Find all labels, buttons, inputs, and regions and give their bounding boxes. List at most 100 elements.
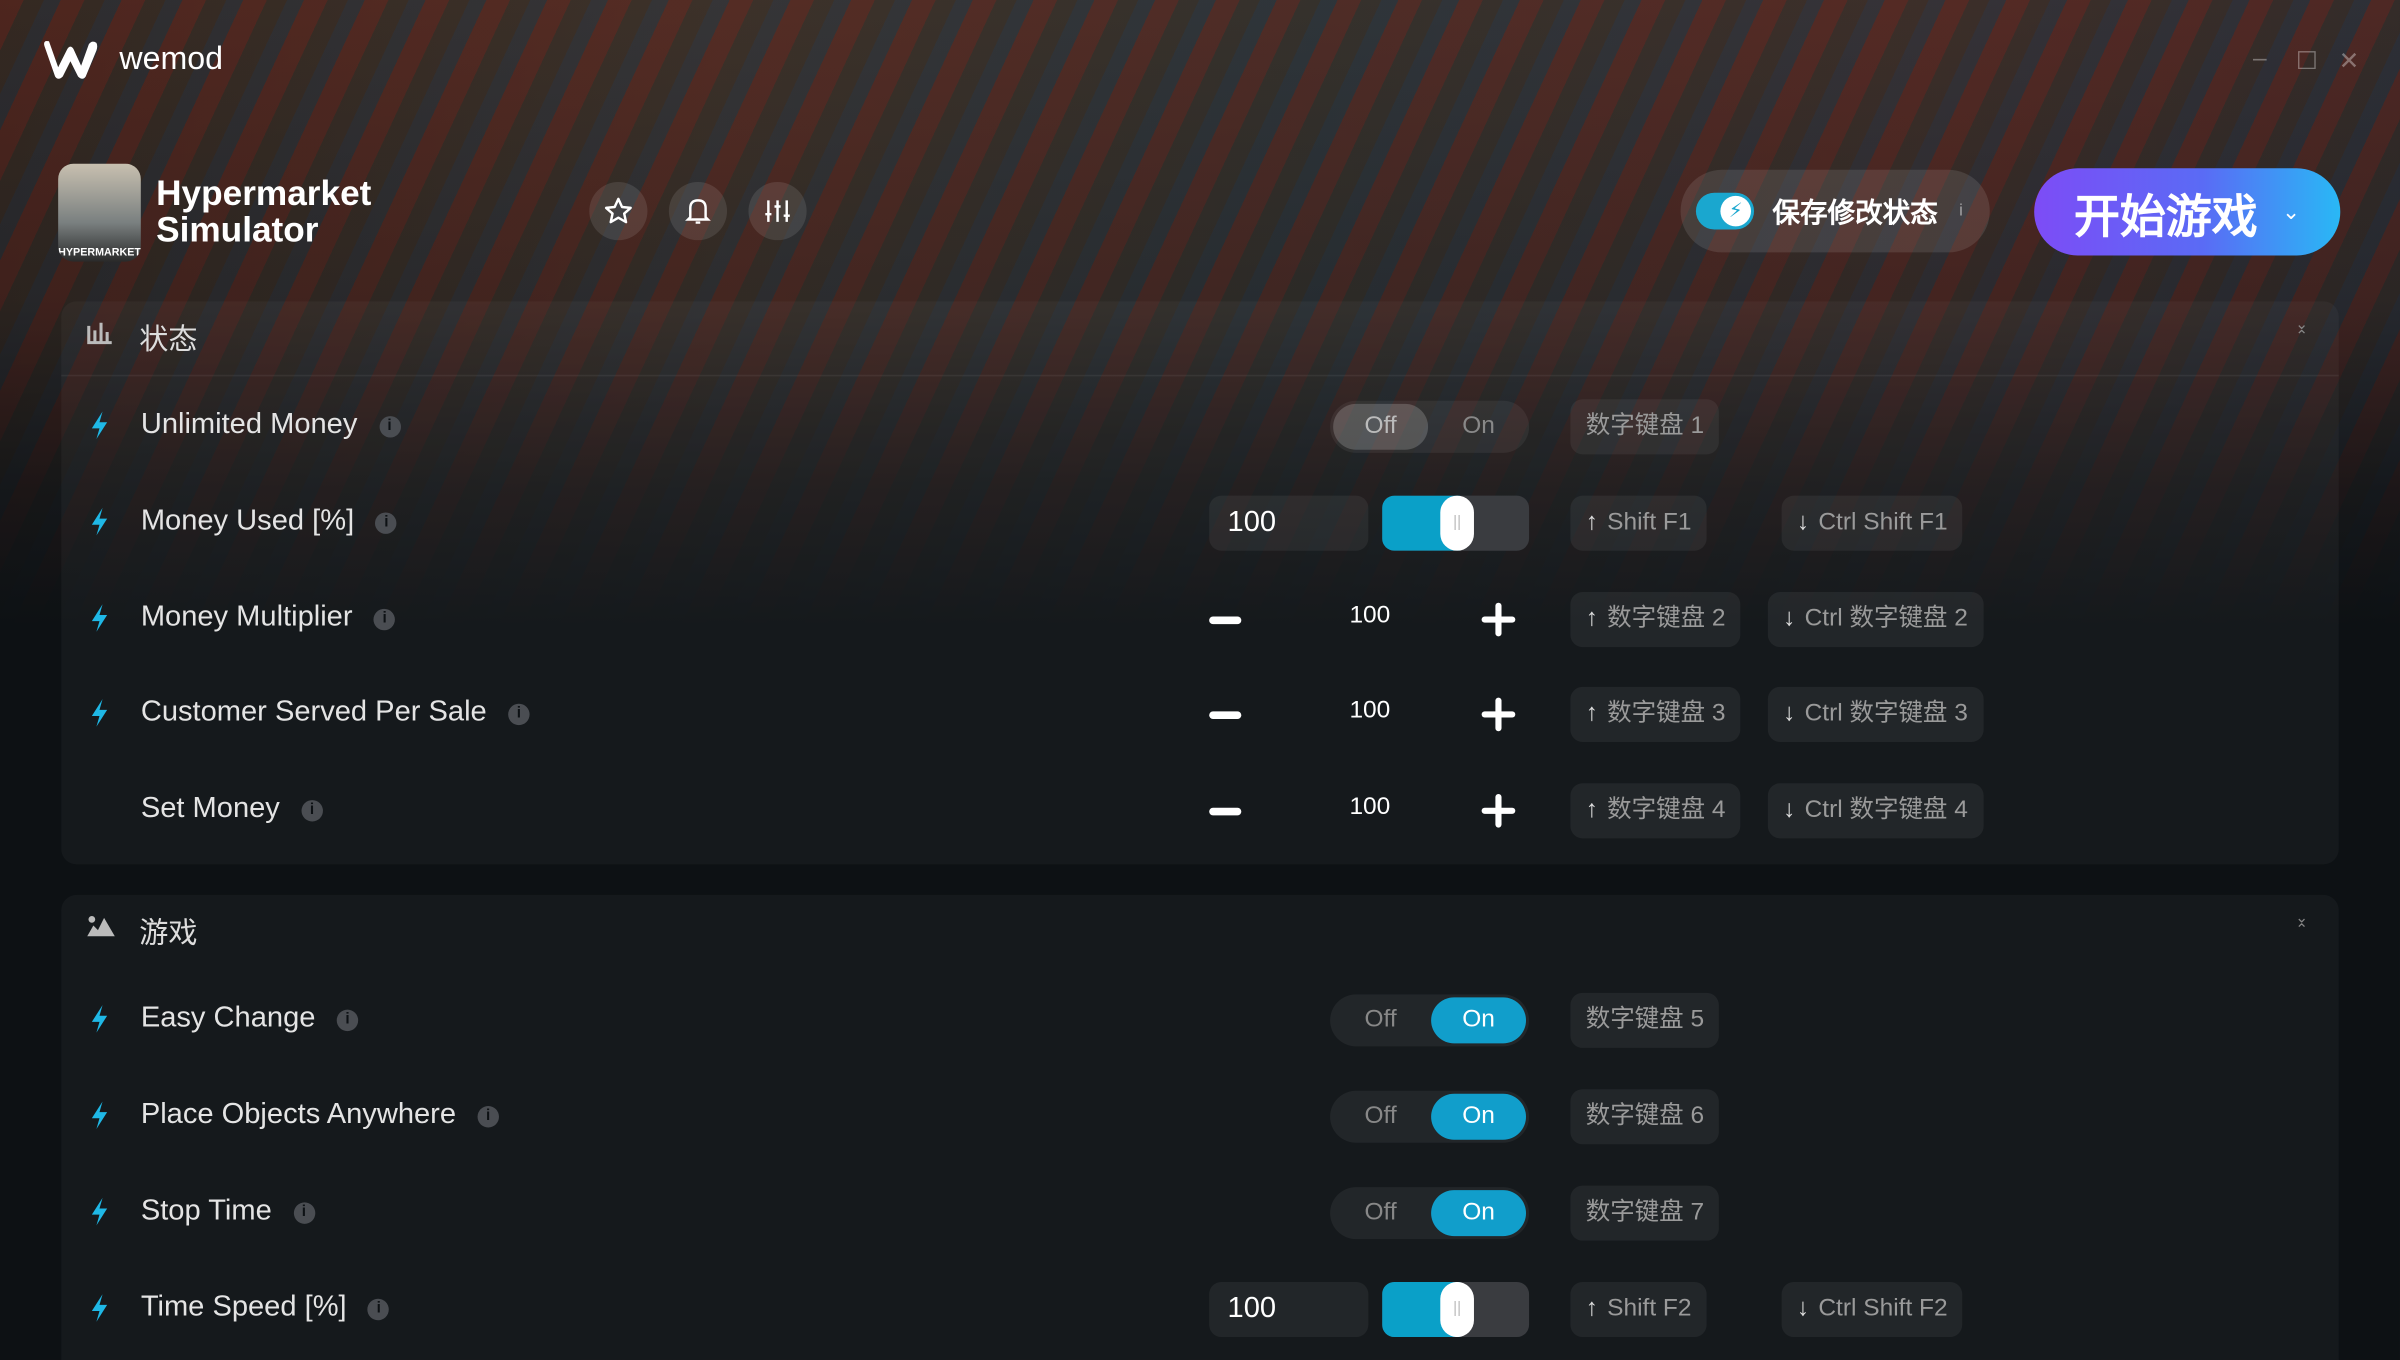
chevron-down-icon[interactable]: ⌄ xyxy=(2282,198,2301,224)
hotkey-chip[interactable]: ↓ Ctrl Shift F2 xyxy=(1781,1281,1963,1338)
bolt-icon xyxy=(87,1100,111,1131)
arrow-up-icon: ↑ xyxy=(1585,700,1598,727)
info-icon[interactable]: i xyxy=(477,1106,499,1128)
collapse-icon[interactable]: ⌄ ⌃ xyxy=(2295,316,2309,346)
stepper-value: 100 xyxy=(1349,602,1391,629)
hotkey-chip[interactable]: ↑ Shift F1 xyxy=(1570,495,1707,551)
wemod-logo[interactable]: wemod xyxy=(40,37,223,83)
info-icon[interactable]: i xyxy=(375,512,398,534)
toggle-off-option[interactable]: Off xyxy=(1364,1199,1397,1226)
info-icon[interactable]: i xyxy=(368,1298,390,1321)
info-icon[interactable]: i xyxy=(293,1202,315,1224)
star-icon xyxy=(604,197,632,224)
hotkey-chip[interactable]: ↓ Ctrl 数字键盘 4 xyxy=(1767,783,1984,839)
arrow-up-icon: ↑ xyxy=(1585,509,1598,536)
hotkey-keys: 数字键盘 5 xyxy=(1585,1006,1705,1033)
decrease-button[interactable] xyxy=(1209,711,1242,720)
cheat-row: Customer Served Per Sale i 100 ↑ 数字键盘 3 ↓ Ctrl… xyxy=(0,684,2400,745)
increase-button[interactable] xyxy=(1481,602,1516,637)
bolt-icon xyxy=(87,1004,111,1035)
settings-button[interactable] xyxy=(748,182,807,241)
cheat-toggle[interactable]: Off On xyxy=(1330,400,1530,453)
cheat-row: Easy Change i Off On 数字键盘 5 xyxy=(0,990,2400,1051)
hotkey-keys: Shift F2 xyxy=(1607,1295,1692,1322)
hotkey-keys: Ctrl 数字键盘 4 xyxy=(1804,797,1968,824)
save-mods-label: 保存修改状态 xyxy=(1772,197,1938,228)
toggle-off-option[interactable]: Off xyxy=(1333,403,1429,450)
arrow-up-icon: ↑ xyxy=(1585,1295,1598,1322)
hotkey-keys: 数字键盘 6 xyxy=(1585,1102,1705,1129)
arrow-up-icon: ↑ xyxy=(1585,605,1598,632)
cheat-toggle[interactable]: Off On xyxy=(1330,994,1530,1047)
hotkey-keys: 数字键盘 4 xyxy=(1607,797,1726,824)
cheat-label: Unlimited Money i xyxy=(141,408,401,442)
play-label: 开始游戏 xyxy=(2073,191,2258,243)
cheat-row: Stop Time i Off On 数字键盘 7 xyxy=(0,1183,2400,1244)
increase-button[interactable] xyxy=(1481,697,1516,732)
cheat-toggle[interactable]: Off On xyxy=(1330,1187,1530,1240)
notifications-button[interactable] xyxy=(668,182,728,241)
hotkey-chip[interactable]: ↓ Ctrl 数字键盘 2 xyxy=(1767,592,1984,648)
collapse-icon[interactable]: ⌄ ⌃ xyxy=(2295,910,2309,940)
cheat-name: Money Multiplier xyxy=(140,601,353,634)
toggle-on-option[interactable]: On xyxy=(1462,413,1495,440)
hotkey-keys: 数字键盘 1 xyxy=(1585,413,1705,440)
cheat-name: Place Objects Anywhere xyxy=(140,1098,457,1131)
toggle-on-option[interactable]: On xyxy=(1431,1190,1527,1237)
section-header[interactable]: 游戏 ⌄ ⌃ xyxy=(61,895,2339,968)
hotkey-chip[interactable]: 数字键盘 6 xyxy=(1570,1089,1720,1145)
section-title: 游戏 xyxy=(139,917,198,951)
hotkey-chip[interactable]: ↑ 数字键盘 4 xyxy=(1570,783,1741,839)
hotkey-chip[interactable]: 数字键盘 1 xyxy=(1570,399,1720,455)
cheat-label: Easy Change i xyxy=(141,1002,359,1036)
info-icon[interactable]: i xyxy=(378,416,401,438)
close-button[interactable]: ✕ xyxy=(2338,48,2360,75)
minimize-button[interactable]: – xyxy=(2253,45,2267,72)
info-icon[interactable]: i xyxy=(336,1009,359,1032)
bolt-icon xyxy=(87,410,111,441)
info-icon[interactable]: i xyxy=(301,800,323,822)
hotkey-chip[interactable]: ↑ 数字键盘 3 xyxy=(1570,686,1741,742)
decrease-button[interactable] xyxy=(1209,616,1242,625)
value-slider[interactable]: || xyxy=(1382,1281,1530,1338)
toggle-on-option[interactable]: On xyxy=(1431,997,1527,1044)
slider-thumb[interactable]: || xyxy=(1440,1281,1474,1338)
info-icon[interactable]: i xyxy=(373,608,396,631)
value-input[interactable]: 100 xyxy=(1209,1281,1369,1338)
bolt-icon xyxy=(87,698,111,729)
save-mods-control[interactable]: ⚡ 保存修改状态 i xyxy=(1680,169,1990,253)
increase-button[interactable] xyxy=(1481,793,1516,828)
section-game: 游戏 ⌄ ⌃ xyxy=(61,895,2339,1360)
save-mods-toggle[interactable]: ⚡ xyxy=(1695,192,1755,230)
hotkey-keys: Ctrl Shift F2 xyxy=(1818,1295,1948,1322)
maximize-button[interactable]: ☐ xyxy=(2295,48,2318,75)
sliders-icon xyxy=(765,200,790,222)
hotkey-chip[interactable]: 数字键盘 5 xyxy=(1570,992,1720,1048)
hotkey-keys: 数字键盘 7 xyxy=(1585,1199,1705,1226)
hotkey-chip[interactable]: ↑ Shift F2 xyxy=(1570,1281,1707,1338)
favorite-button[interactable] xyxy=(589,182,648,241)
cheat-toggle[interactable]: Off On xyxy=(1330,1090,1530,1143)
info-icon[interactable]: i xyxy=(508,703,530,726)
value-slider[interactable]: || xyxy=(1382,495,1530,551)
section-header[interactable]: 状态 ⌄ ⌃ xyxy=(61,301,2339,377)
hotkey-chip[interactable]: 数字键盘 7 xyxy=(1570,1185,1720,1241)
value-input[interactable]: 100 xyxy=(1209,495,1369,551)
hotkey-chip[interactable]: ↓ Ctrl Shift F1 xyxy=(1781,495,1963,551)
slider-thumb[interactable]: || xyxy=(1440,495,1474,551)
info-icon[interactable]: i xyxy=(1959,201,1963,221)
game-title: Hypermarket Simulator xyxy=(156,174,371,247)
hotkey-chip[interactable]: ↓ Ctrl 数字键盘 3 xyxy=(1767,686,1984,742)
play-button[interactable]: 开始游戏 ⌄ xyxy=(2034,168,2341,256)
cheat-row: Unlimited Money i Off On 数字键盘 1 xyxy=(0,396,2400,457)
cheat-name: Customer Served Per Sale xyxy=(140,696,487,729)
cheat-name: Stop Time xyxy=(140,1194,272,1227)
toggle-off-option[interactable]: Off xyxy=(1364,1102,1397,1129)
hotkey-chip[interactable]: ↑ 数字键盘 2 xyxy=(1570,592,1741,648)
toggle-on-option[interactable]: On xyxy=(1431,1093,1527,1140)
arrow-up-icon: ↑ xyxy=(1585,797,1598,824)
decrease-button[interactable] xyxy=(1209,807,1242,816)
toggle-off-option[interactable]: Off xyxy=(1364,1006,1397,1033)
hotkey-keys: Shift F1 xyxy=(1607,509,1692,536)
wemod-logo-icon xyxy=(44,40,98,79)
